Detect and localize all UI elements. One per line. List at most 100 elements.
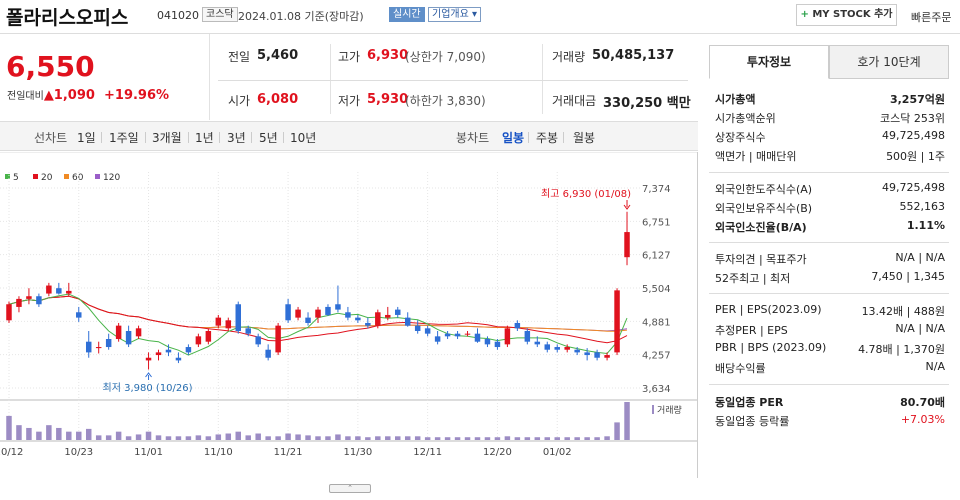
low-value: 5,930 [367, 92, 409, 107]
divider [218, 80, 688, 81]
my-stock-add-button[interactable]: + MY STOCK 추가 [796, 4, 897, 26]
candle-body [444, 333, 451, 337]
legend-label: 120 [103, 173, 121, 183]
high-value: 6,930 [367, 48, 409, 63]
candle-body [375, 312, 381, 326]
high-annotation: 최고 6,930 (01/08) [541, 188, 631, 200]
candle-body [115, 325, 122, 340]
volume-bar [275, 436, 281, 440]
info-label: PBR | BPS (2023.09) [715, 341, 827, 354]
period-5y[interactable]: 5년 [259, 131, 278, 145]
plus-icon: + [800, 9, 809, 20]
candle-body [564, 347, 570, 350]
volume-bar [444, 437, 451, 440]
period-3y[interactable]: 3년 [227, 131, 246, 145]
candle-body [285, 304, 291, 321]
legend-swatch [5, 174, 10, 179]
candle-body [315, 309, 321, 318]
realtime-button[interactable]: 실시간 [389, 7, 425, 22]
resize-handle[interactable]: ⌃ [329, 484, 371, 493]
volume-bar [454, 437, 461, 440]
market-badge: 코스닥 [202, 7, 238, 22]
candle-body [474, 333, 481, 342]
divider [145, 132, 146, 143]
legend-ma60: 60 [64, 173, 83, 183]
upper-limit: (상한가 7,090) [405, 50, 486, 64]
low-arrow-head [145, 372, 152, 378]
candle-body [185, 347, 192, 353]
y-tick-label: 3,634 [642, 384, 671, 395]
candle-body [624, 232, 630, 258]
info-row: PBR | BPS (2023.09) 4.78배 | 1,370원 [715, 341, 945, 358]
candle-body [524, 330, 531, 342]
candle-body [215, 317, 222, 326]
volume-bar [175, 436, 182, 440]
candle-monthly[interactable]: 월봉 [573, 131, 596, 145]
volume-bar [66, 431, 72, 440]
info-row: 외국인보유주식수(B) 552,163 [715, 200, 945, 217]
volume-bar [464, 437, 471, 440]
moving-averages [8, 293, 628, 356]
current-price: 6,550 [6, 50, 95, 83]
tab-order-book[interactable]: 호가 10단계 [829, 45, 949, 79]
info-label: 액면가 | 매매단위 [715, 150, 797, 163]
candle-body [16, 298, 22, 307]
candle-body [464, 333, 471, 335]
y-tick-label: 5,504 [642, 284, 671, 295]
prev-close-value: 5,460 [257, 48, 299, 63]
candle-body [205, 330, 212, 342]
volume-bar [46, 425, 52, 440]
candle-body [265, 349, 271, 358]
period-1y[interactable]: 1년 [195, 131, 214, 145]
period-1d[interactable]: 1일 [77, 131, 96, 145]
y-tick-label: 4,257 [642, 351, 671, 362]
axis-labels: 3,634 4,257 4,881 5,504 6,127 6,751 7,374 10/12… [0, 184, 682, 458]
info-value: +7.03% [900, 413, 945, 426]
volume-bar [215, 434, 222, 440]
candle-daily[interactable]: 일봉 [502, 131, 525, 145]
candle-body [145, 357, 152, 361]
info-label: 투자의견 | 목표주가 [715, 253, 807, 266]
info-value: 552,163 [899, 200, 946, 213]
candle-body [424, 328, 431, 334]
y-tick-label: 7,374 [642, 184, 671, 195]
info-row: 외국인한도주식수(A) 49,725,498 [715, 181, 945, 198]
volume-bar [594, 437, 600, 440]
volume-bar [245, 435, 251, 440]
tab-investment-info[interactable]: 투자정보 [709, 45, 829, 79]
candle-body [534, 341, 541, 345]
candle-body [584, 352, 590, 356]
amount-value: 330,250 백만 [603, 96, 691, 111]
volume-bar [155, 435, 162, 440]
candle-chart-title: 봉차트 [456, 131, 490, 145]
volume-bar [534, 437, 541, 440]
volume-bar [474, 437, 481, 440]
candle-body [36, 296, 42, 305]
quick-order-link[interactable]: 빠른주문 [911, 11, 952, 24]
candle-body [56, 288, 62, 294]
period-10y[interactable]: 10년 [290, 131, 317, 145]
candle-body [365, 322, 371, 326]
volume-bar [335, 434, 341, 440]
candle-weekly[interactable]: 주봉 [536, 131, 559, 145]
candle-body [355, 317, 361, 321]
candle-body [414, 325, 421, 331]
info-label: 배당수익률 [715, 362, 766, 375]
info-label: 추정PER | EPS [715, 324, 788, 337]
info-label: 외국인보유주식수(B) [715, 202, 813, 215]
change-percent: +19.96% [104, 88, 170, 103]
period-1w[interactable]: 1주일 [109, 131, 139, 145]
divider [709, 172, 949, 173]
candle-body [135, 328, 142, 337]
volume-bar [315, 436, 321, 440]
y-tick-label: 6,751 [642, 217, 671, 228]
info-label: 외국인소진율(B/A) [715, 221, 807, 234]
volume-bar [414, 436, 421, 440]
info-value: 3,257억원 [889, 93, 945, 106]
company-overview-button[interactable]: 기업개요 ▾ [428, 7, 481, 22]
divider [330, 44, 331, 114]
info-value: N/A | N/A [895, 322, 945, 335]
amount-label: 거래대금 [552, 94, 597, 108]
price-change: 전일대비▲1,090 +19.96% [7, 87, 169, 103]
period-3m[interactable]: 3개월 [152, 131, 182, 145]
